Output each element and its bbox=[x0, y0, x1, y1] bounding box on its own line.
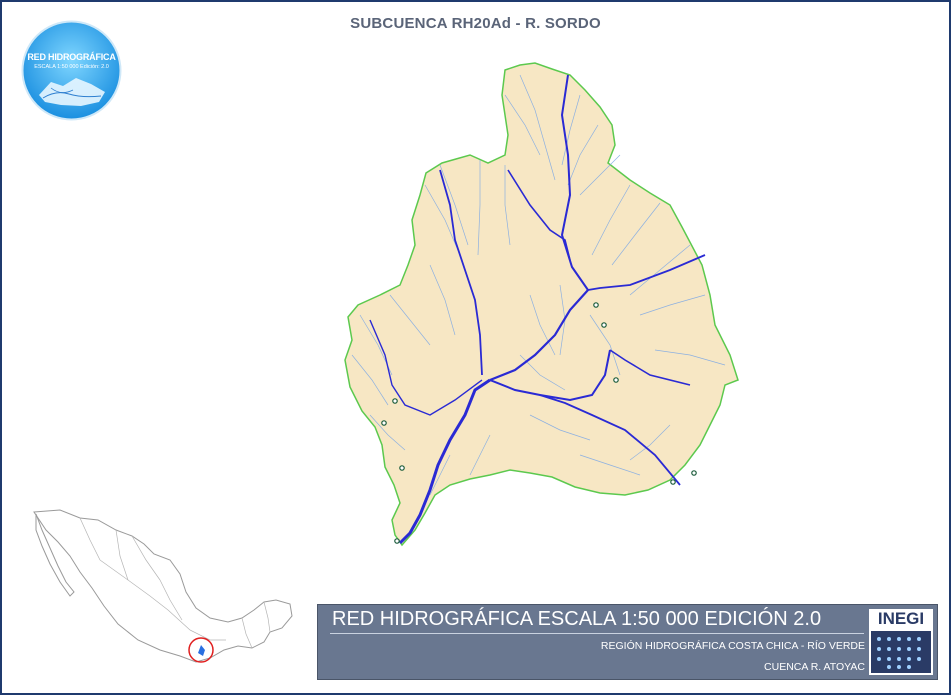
locator-circle bbox=[188, 637, 214, 663]
basin-locator-marker bbox=[198, 645, 205, 656]
red-hidrografica-logo bbox=[21, 20, 122, 121]
inegi-wordmark: INEGI bbox=[877, 609, 925, 628]
logo-title: RED HIDROGRÁFICA bbox=[27, 52, 116, 62]
main-streams bbox=[369, 74, 706, 545]
banner-title: RED HIDROGRÁFICA ESCALA 1:50 000 EDICIÓN… bbox=[332, 608, 822, 630]
logo-subtitle: ESCALA 1:50 000 Edición: 2.0 bbox=[34, 64, 109, 70]
state-borders bbox=[79, 517, 271, 649]
minor-streams bbox=[351, 74, 726, 496]
mexico-locator-map bbox=[33, 509, 293, 663]
banner-divider bbox=[330, 633, 864, 634]
station-points bbox=[381, 302, 697, 544]
baja-california bbox=[35, 513, 75, 597]
banner-basin: CUENCA R. ATOYAC bbox=[764, 661, 865, 673]
inegi-logo-graphic bbox=[869, 609, 933, 675]
banner-region: REGIÓN HIDROGRÁFICA COSTA CHICA - RÍO VE… bbox=[600, 640, 865, 652]
basin-map bbox=[344, 62, 739, 547]
basin-outline bbox=[344, 62, 739, 547]
map-title: SUBCUENCA RH20Ad - R. SORDO bbox=[350, 15, 601, 32]
inegi-logo bbox=[869, 609, 933, 675]
footer-banner: RED HIDROGRÁFICA ESCALA 1:50 000 EDICIÓN… bbox=[317, 604, 938, 680]
